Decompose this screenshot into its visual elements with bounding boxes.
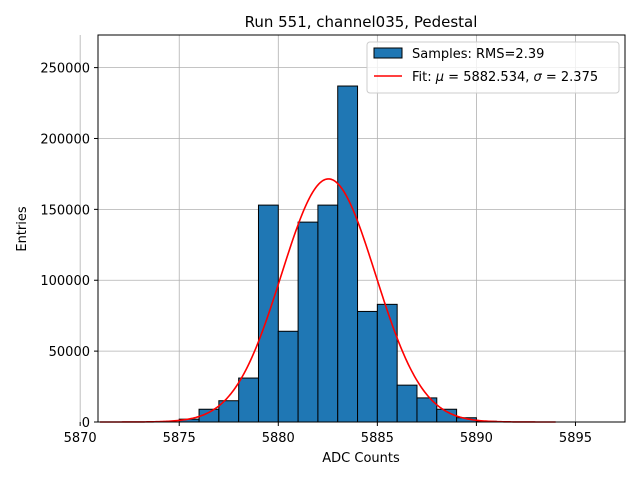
legend: Samples: RMS=2.39 Fit: μ = 5882.534, σ =… bbox=[366, 41, 620, 94]
fit-curve bbox=[99, 178, 556, 423]
histogram-bar bbox=[277, 330, 299, 423]
legend-fit-sigma: σ bbox=[534, 70, 543, 85]
y-axis-label: Entries bbox=[15, 206, 30, 252]
histogram-bar bbox=[376, 303, 398, 423]
y-tick-label: 200000 bbox=[40, 132, 90, 147]
histogram-bars bbox=[178, 85, 497, 423]
y-tick-label: 0 bbox=[82, 416, 90, 431]
axes bbox=[97, 34, 626, 423]
x-tick-label: 5875 bbox=[163, 431, 196, 446]
histogram-bar bbox=[396, 384, 418, 423]
y-tick-label: 100000 bbox=[40, 274, 90, 289]
chart-title: Run 551, channel035, Pedestal bbox=[245, 13, 478, 31]
legend-fit-mid: = 5882.534, bbox=[444, 70, 533, 85]
histogram-bar bbox=[297, 221, 319, 423]
legend-fit-label: Fit: μ = 5882.534, σ = 2.375 bbox=[412, 70, 598, 85]
x-tick-label: 5890 bbox=[460, 431, 493, 446]
legend-histogram-swatch bbox=[373, 47, 403, 59]
histogram-bar bbox=[357, 310, 378, 423]
legend-fit-mu: μ bbox=[435, 70, 444, 85]
y-tick-label: 250000 bbox=[40, 62, 90, 77]
legend-histogram-label: Samples: RMS=2.39 bbox=[412, 47, 544, 62]
axes-frame bbox=[97, 34, 626, 423]
y-tick-label: 50000 bbox=[49, 345, 90, 360]
legend-fit-prefix: Fit: bbox=[412, 70, 436, 85]
histogram-bar bbox=[238, 377, 259, 423]
histogram-bar bbox=[317, 204, 339, 423]
x-tick-label: 5880 bbox=[262, 431, 295, 446]
legend-fit-suffix: = 2.375 bbox=[542, 70, 598, 85]
gaussian-fit bbox=[99, 178, 556, 423]
legend-box bbox=[366, 41, 620, 94]
y-tick-label: 150000 bbox=[40, 203, 90, 218]
x-axis-label: ADC Counts bbox=[322, 451, 400, 466]
x-tick-label: 5870 bbox=[64, 431, 97, 446]
tick-labels: 5870 5875 5880 5885 5890 5895 0 50000 100000 1500… bbox=[40, 62, 592, 446]
x-tick-label: 5895 bbox=[559, 431, 592, 446]
x-tick-label: 5885 bbox=[361, 431, 394, 446]
histogram-bar bbox=[337, 85, 359, 423]
